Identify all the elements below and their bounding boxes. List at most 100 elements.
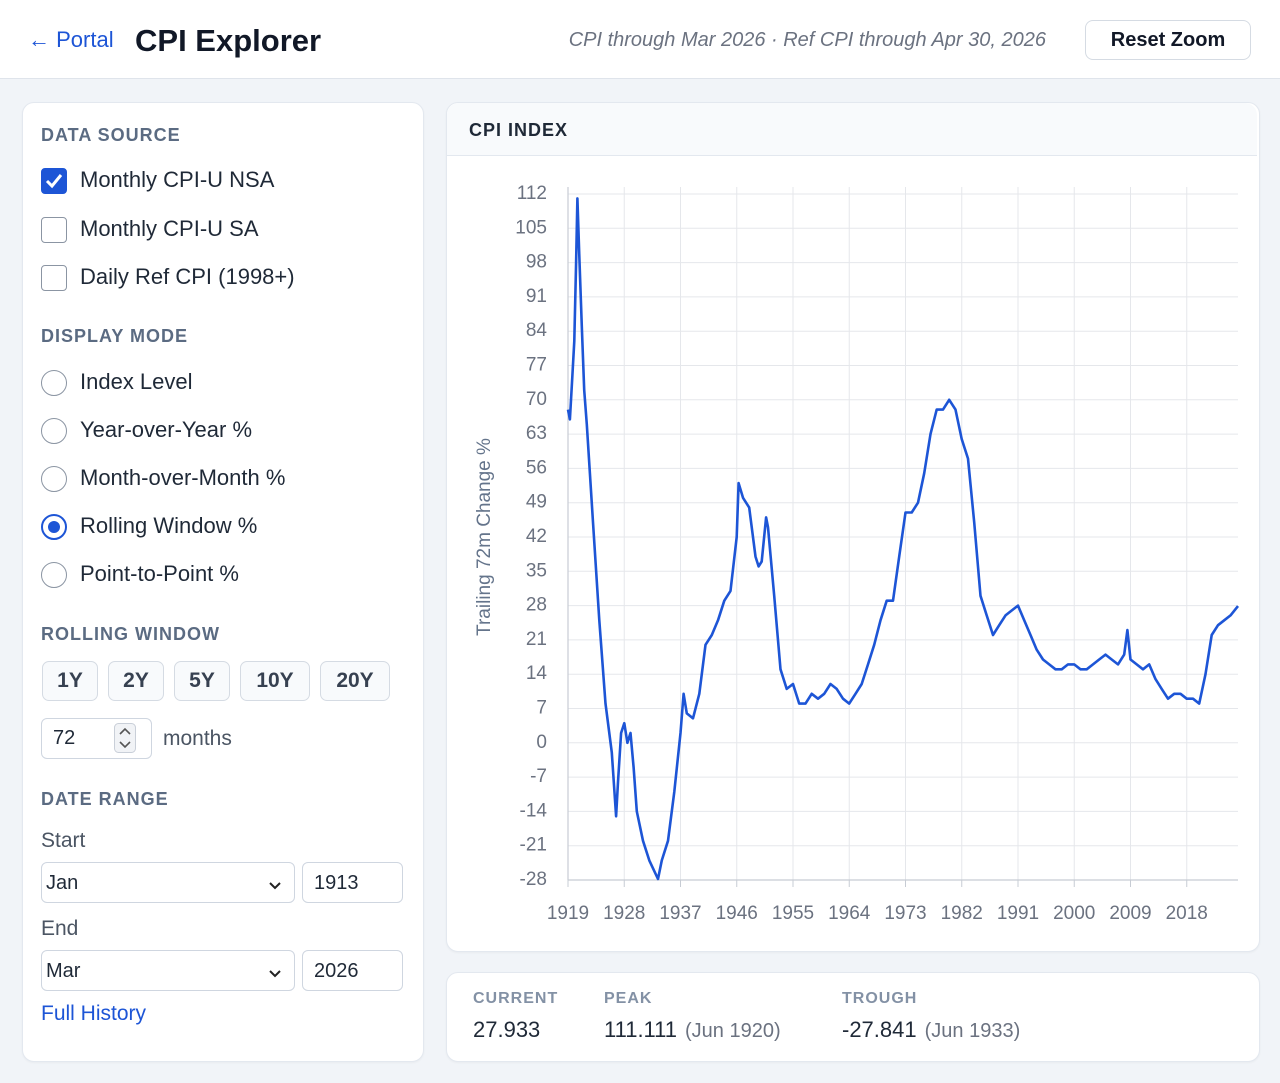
y-axis-label: Trailing 72m Change % [474, 438, 495, 636]
full-history-link[interactable]: Full History [41, 1002, 147, 1025]
preset-button[interactable]: 5Y [174, 661, 230, 701]
preset-button[interactable]: 1Y [42, 661, 98, 701]
radio[interactable] [41, 466, 67, 492]
chevron-icon [268, 878, 282, 890]
preset-button[interactable]: 2Y [108, 661, 164, 701]
spinner[interactable] [114, 723, 136, 753]
x-tick-label: 1937 [659, 903, 701, 924]
data-line [566, 197, 1240, 881]
radio-label[interactable]: Year-over-Year % [80, 417, 253, 442]
months-unit: months [163, 727, 232, 750]
radio-label[interactable]: Month-over-Month % [80, 465, 286, 490]
y-tick-label: 42 [526, 526, 547, 547]
radio[interactable] [41, 514, 67, 540]
x-tick-label: 1955 [772, 903, 814, 924]
year-input[interactable]: 1913 [302, 862, 403, 903]
preset-button[interactable]: 10Y [240, 661, 310, 701]
radio[interactable] [41, 418, 67, 444]
header-bar [0, 0, 1280, 79]
chevron-glyph [269, 970, 281, 978]
field-label: Start [41, 829, 86, 852]
checkbox[interactable] [41, 168, 67, 194]
radio-label[interactable]: Rolling Window % [80, 513, 258, 538]
y-tick-label: -14 [520, 800, 548, 821]
checkbox[interactable] [41, 216, 67, 243]
stat-date: (Jun 1933) [924, 1020, 1021, 1042]
section-heading: ROLLING WINDOW [41, 624, 220, 644]
preset-button[interactable]: 20Y [320, 661, 390, 701]
stat-row: -27.841 (Jun 1933) [842, 1017, 1020, 1043]
x-tick-label: 2018 [1166, 903, 1208, 924]
y-tick-label: 28 [526, 595, 547, 616]
y-tick-label: 63 [526, 423, 547, 444]
y-tick-label: -21 [520, 835, 547, 856]
x-tick-label: 2009 [1109, 903, 1151, 924]
chevron-icon [268, 966, 282, 978]
status-text: CPI through Mar 2026 · Ref CPI through A… [568, 29, 1046, 51]
check-mark [45, 174, 63, 189]
stat-date: (Jun 1920) [685, 1020, 781, 1042]
page-title: CPI Explorer [135, 23, 322, 58]
y-tick-label: 112 [517, 183, 547, 204]
spinner-glyph [114, 723, 136, 753]
stat-row: 111.111 (Jun 1920) [604, 1017, 781, 1043]
chart-card-header [447, 103, 1257, 156]
radio[interactable] [41, 562, 67, 588]
y-tick-label: 77 [526, 355, 547, 376]
back-link[interactable]: ← Portal [28, 27, 114, 52]
radio-label[interactable]: Point-to-Point % [80, 561, 239, 586]
y-tick-label: -28 [520, 869, 547, 890]
section-heading: DATA SOURCE [41, 125, 181, 145]
checkbox-label[interactable]: Monthly CPI-U SA [80, 215, 259, 241]
x-tick-label: 1982 [941, 903, 983, 924]
y-tick-label: 35 [526, 560, 547, 581]
chart-card [446, 102, 1260, 952]
y-tick-label: 91 [526, 286, 547, 307]
months-input[interactable]: 72 [41, 718, 152, 759]
month-value: Jan [46, 872, 79, 894]
y-tick-label: 49 [526, 492, 547, 513]
chart: 1121059891847770635649423528211470-7-14-… [474, 183, 1240, 924]
x-tick-label: 1991 [997, 903, 1039, 924]
y-tick-label: 98 [526, 252, 547, 273]
year-input[interactable]: 2026 [302, 950, 403, 991]
stat-label: PEAK [604, 990, 653, 1007]
radio-dot [48, 521, 60, 533]
stat-value: -27.841 [842, 1017, 917, 1042]
stat-value: 111.111 [604, 1017, 677, 1042]
y-tick-label: 7 [536, 698, 547, 719]
x-tick-label: 1946 [716, 903, 758, 924]
y-tick-label: 105 [515, 217, 547, 238]
months-value: 72 [53, 727, 76, 749]
checkbox-label[interactable]: Monthly CPI-U NSA [80, 167, 275, 192]
y-tick-label: 70 [526, 389, 547, 410]
x-tick-label: 1928 [603, 903, 645, 924]
stat-label: TROUGH [842, 990, 918, 1007]
stat-label: CURRENT [473, 990, 559, 1007]
field-label: End [41, 917, 79, 940]
radio[interactable] [41, 370, 67, 396]
year-value: 2026 [314, 960, 359, 982]
checkbox[interactable] [41, 265, 67, 291]
x-tick-label: 1964 [828, 903, 871, 924]
x-tick-label: 2000 [1053, 903, 1095, 924]
month-select[interactable]: Jan [41, 862, 295, 903]
radio-label[interactable]: Index Level [80, 369, 193, 394]
chart-heading: CPI INDEX [469, 120, 569, 140]
y-tick-label: -7 [530, 766, 547, 787]
stat-value: 27.933 [473, 1017, 541, 1042]
checkbox-label[interactable]: Daily Ref CPI (1998+) [80, 264, 295, 289]
year-value: 1913 [314, 872, 359, 894]
x-tick-label: 1973 [884, 903, 926, 924]
stat-row: 27.933 [473, 1017, 540, 1043]
month-value: Mar [46, 960, 81, 982]
section-heading: DATE RANGE [41, 789, 169, 809]
month-select[interactable]: Mar [41, 950, 295, 991]
y-tick-label: 84 [526, 320, 548, 341]
chevron-glyph [269, 882, 281, 890]
y-tick-label: 56 [526, 457, 547, 478]
y-tick-label: 14 [526, 663, 548, 684]
reset-zoom-button[interactable]: Reset Zoom [1085, 20, 1251, 60]
section-heading: DISPLAY MODE [41, 326, 189, 346]
